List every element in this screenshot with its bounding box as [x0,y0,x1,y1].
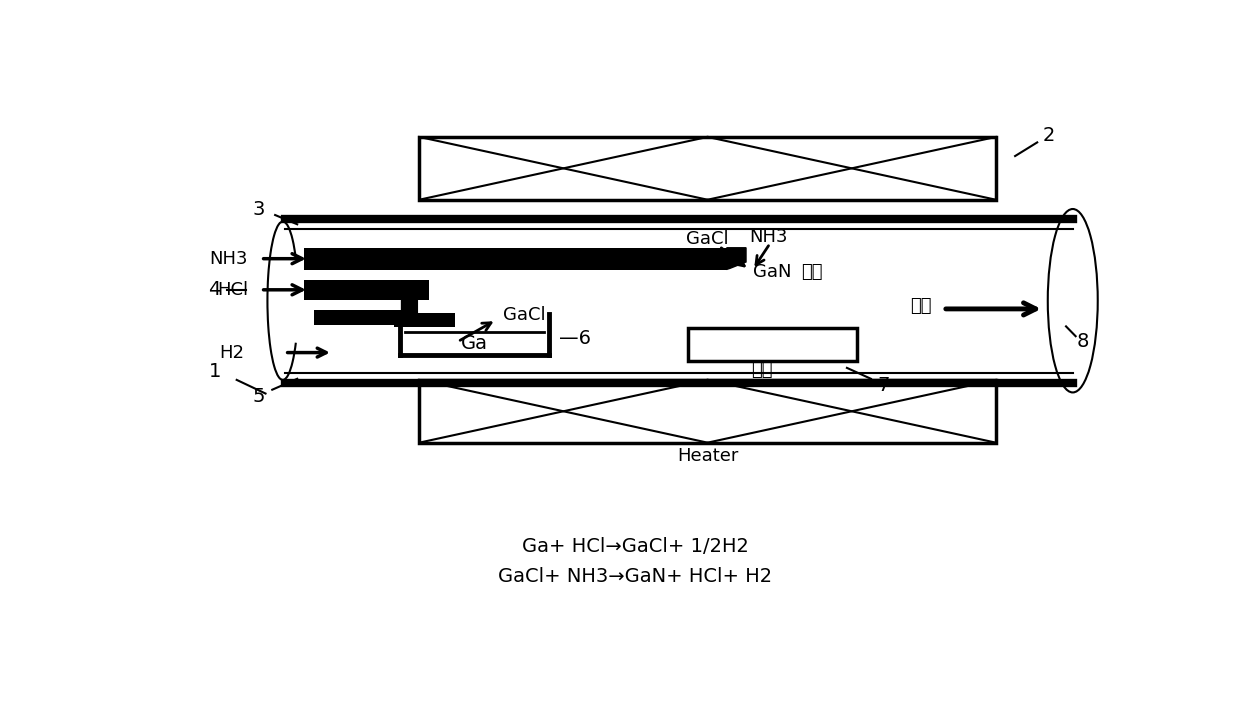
Text: Ga+ HCl→GaCl+ 1/2H2: Ga+ HCl→GaCl+ 1/2H2 [522,537,749,556]
Text: 1: 1 [208,362,221,381]
Text: 排気: 排気 [910,297,931,316]
Polygon shape [727,269,732,281]
Text: 8: 8 [1076,333,1089,351]
Bar [304,280,429,300]
Bar [394,313,455,328]
Text: 5: 5 [253,387,265,406]
Bar [419,380,996,442]
Text: 4: 4 [208,280,221,299]
Text: NH3: NH3 [749,228,787,246]
Text: GaCl+ NH3→GaN+ HCl+ H2: GaCl+ NH3→GaN+ HCl+ H2 [498,567,773,586]
Text: GaCl: GaCl [686,230,729,248]
Text: H2: H2 [219,344,244,362]
Text: NH3: NH3 [210,250,248,268]
Text: 基板: 基板 [751,361,773,379]
Polygon shape [727,247,746,269]
Text: HCl: HCl [217,281,248,298]
Text: 3: 3 [253,200,265,219]
Bar [419,137,996,200]
Bar [304,247,727,269]
Text: Heater: Heater [677,447,738,465]
Text: 7: 7 [877,376,889,395]
Text: 2: 2 [1043,125,1055,145]
Bar [688,328,857,361]
Text: —6: —6 [558,330,590,348]
Text: GaN: GaN [753,263,791,281]
Bar [314,311,404,325]
Text: 成長: 成長 [801,263,822,281]
Text: GaCl: GaCl [503,306,546,325]
Text: Ga: Ga [461,335,489,353]
